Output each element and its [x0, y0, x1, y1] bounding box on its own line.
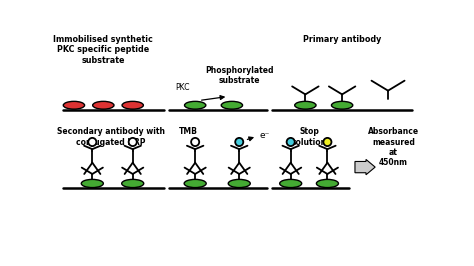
Ellipse shape — [295, 101, 316, 109]
Text: Absorbance
measured
at
450nm: Absorbance measured at 450nm — [368, 127, 419, 167]
Ellipse shape — [122, 101, 143, 109]
Ellipse shape — [122, 179, 144, 188]
FancyArrow shape — [355, 159, 375, 175]
Text: Stop
solution: Stop solution — [292, 127, 327, 147]
Text: Secondary antibody with
conjugated HRP: Secondary antibody with conjugated HRP — [57, 127, 164, 147]
Text: TMB: TMB — [178, 127, 197, 136]
Ellipse shape — [128, 138, 137, 146]
Ellipse shape — [316, 179, 338, 188]
Ellipse shape — [184, 101, 206, 109]
Ellipse shape — [331, 101, 353, 109]
Text: PKC: PKC — [175, 83, 190, 92]
Ellipse shape — [82, 179, 103, 188]
Text: Phosphorylated
substrate: Phosphorylated substrate — [205, 66, 273, 85]
Ellipse shape — [88, 138, 96, 146]
Text: Primary antibody: Primary antibody — [303, 35, 381, 44]
Ellipse shape — [184, 179, 206, 188]
Ellipse shape — [228, 179, 250, 188]
Ellipse shape — [191, 138, 199, 146]
Ellipse shape — [64, 101, 84, 109]
Ellipse shape — [280, 179, 302, 188]
Text: Immobilised synthetic
PKC specific peptide
substrate: Immobilised synthetic PKC specific pepti… — [54, 35, 153, 65]
Ellipse shape — [221, 101, 243, 109]
Ellipse shape — [323, 138, 331, 146]
Ellipse shape — [235, 138, 243, 146]
Text: e⁻: e⁻ — [259, 131, 270, 140]
Ellipse shape — [93, 101, 114, 109]
Ellipse shape — [287, 138, 295, 146]
